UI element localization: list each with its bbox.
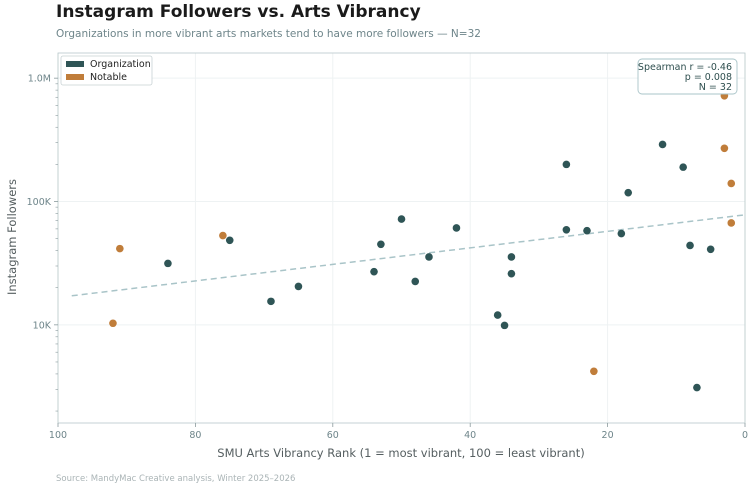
- data-point-organization: [562, 225, 571, 234]
- chart-subtitle: Organizations in more vibrant arts marke…: [56, 28, 481, 40]
- data-point-organization: [225, 236, 234, 245]
- y-tick-label: 1.0M: [28, 74, 51, 85]
- data-point-organization: [658, 140, 667, 149]
- x-tick-label: 80: [189, 430, 201, 441]
- y-tick-label: 10K: [33, 320, 52, 331]
- data-point-organization: [397, 215, 406, 223]
- data-point-organization: [164, 259, 172, 268]
- stats-spearman: Spearman r = -0.46: [638, 62, 732, 73]
- data-point-organization: [679, 163, 687, 171]
- legend: Organization Notable: [60, 55, 153, 86]
- chart-title: Instagram Followers vs. Arts Vibrancy: [56, 2, 421, 22]
- data-point-organization: [294, 282, 303, 291]
- x-tick-label: 0: [742, 430, 748, 441]
- data-point-notable: [590, 367, 598, 376]
- source-note: Source: MandyMac Creative analysis, Wint…: [56, 474, 296, 484]
- stats-n: N = 32: [699, 82, 732, 93]
- data-point-organization: [706, 245, 715, 254]
- data-point-organization: [507, 269, 516, 278]
- trend-line: [71, 214, 746, 297]
- legend-label-organization: Organization: [90, 59, 151, 70]
- data-point-organization: [693, 383, 701, 392]
- data-point-organization: [507, 253, 516, 261]
- data-point-organization: [377, 240, 385, 249]
- x-tick-label: 20: [602, 430, 614, 441]
- y-axis-label: Instagram Followers: [5, 179, 19, 295]
- x-tick-label: 40: [464, 430, 476, 441]
- data-point-organization: [583, 226, 591, 235]
- legend-label-notable: Notable: [90, 72, 127, 83]
- legend-swatch-organization: [66, 61, 84, 67]
- data-point-organization: [267, 297, 275, 306]
- grid-layer: [57, 53, 746, 423]
- data-point-organization: [686, 241, 694, 250]
- data-point-organization: [617, 229, 626, 238]
- stats-box: Spearman r = -0.46 p = 0.008 N = 32: [637, 58, 738, 95]
- data-point-notable: [109, 319, 117, 328]
- data-point-notable: [219, 231, 227, 240]
- data-point-organization: [500, 321, 509, 330]
- data-point-organization: [425, 253, 433, 261]
- axis-layer: 100 80 60 40 20 0 10K 100K 1.0M: [27, 74, 748, 441]
- data-point-notable: [727, 179, 736, 188]
- data-point-organization: [452, 224, 461, 232]
- x-tick-label: 100: [49, 430, 67, 441]
- x-tick-label: 60: [327, 430, 339, 441]
- x-axis-label: SMU Arts Vibrancy Rank (1 = most vibrant…: [217, 446, 584, 460]
- data-point-notable: [720, 144, 729, 153]
- data-point-organization: [562, 160, 571, 169]
- y-tick-label: 100K: [27, 197, 52, 208]
- points-layer: [109, 91, 736, 392]
- legend-swatch-notable: [66, 74, 84, 80]
- data-point-notable: [727, 219, 736, 227]
- data-point-organization: [624, 188, 633, 197]
- data-point-organization: [370, 267, 378, 276]
- data-point-organization: [493, 311, 502, 319]
- data-point-organization: [411, 277, 420, 286]
- stats-p-value: p = 0.008: [685, 72, 732, 83]
- stats-box-frame: [637, 58, 738, 95]
- plot-frame: [57, 52, 746, 424]
- data-point-notable: [116, 244, 124, 253]
